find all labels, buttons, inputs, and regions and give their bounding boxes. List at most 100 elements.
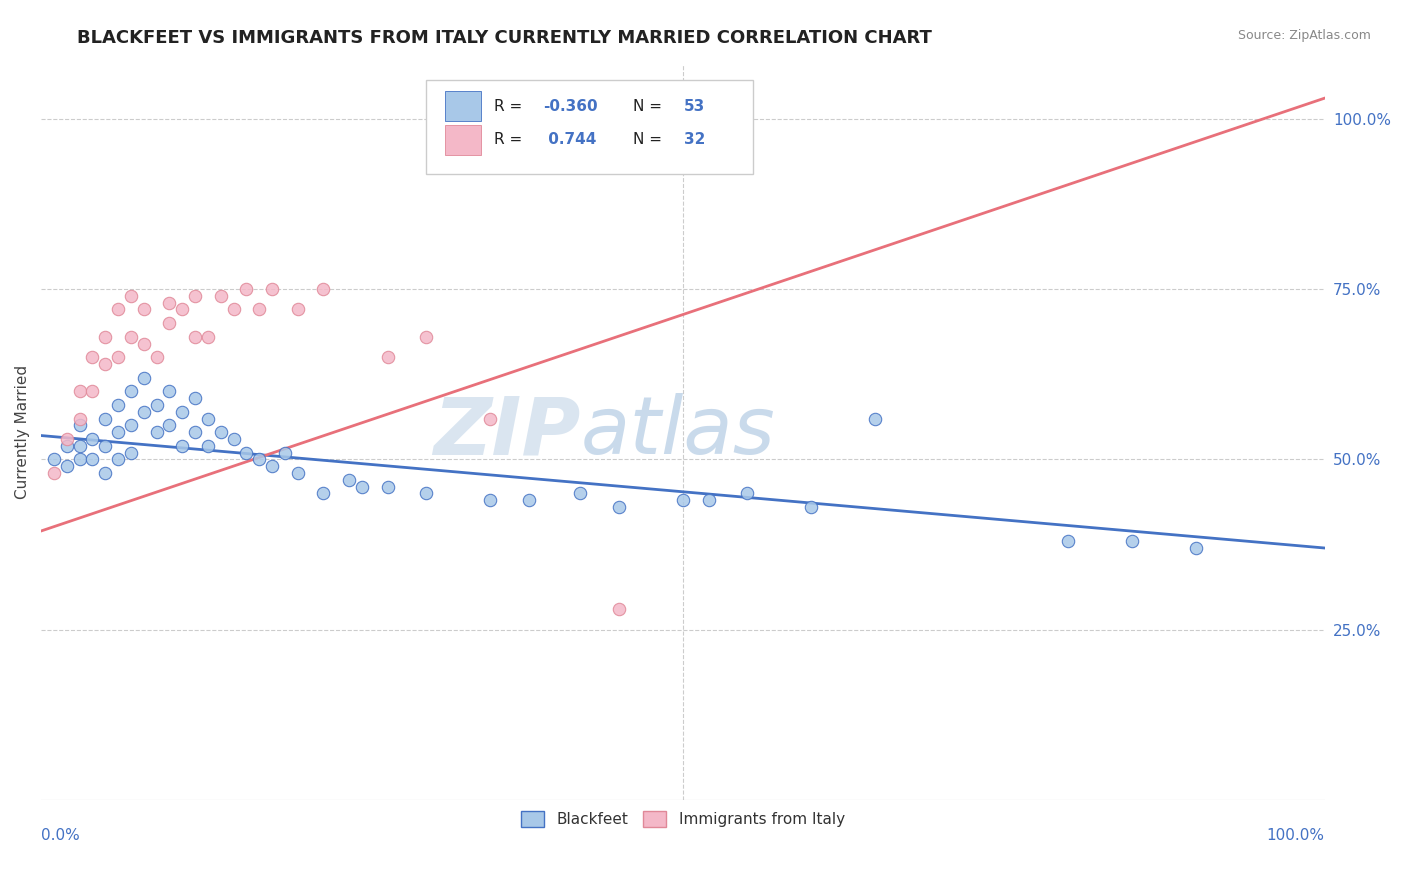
Point — [517, 493, 540, 508]
Point — [132, 370, 155, 384]
Point — [197, 439, 219, 453]
Point — [377, 350, 399, 364]
Point — [1121, 534, 1143, 549]
Point — [184, 391, 207, 405]
Point — [159, 384, 181, 399]
Point — [337, 473, 360, 487]
Point — [145, 425, 167, 439]
Point — [209, 425, 232, 439]
Point — [107, 350, 129, 364]
Legend: Blackfeet, Immigrants from Italy: Blackfeet, Immigrants from Italy — [515, 805, 851, 833]
Text: 32: 32 — [685, 132, 706, 147]
Point — [247, 452, 270, 467]
Text: R =: R = — [494, 98, 527, 113]
Point — [735, 486, 758, 500]
Point — [55, 432, 77, 446]
Point — [120, 418, 142, 433]
Point — [82, 384, 104, 399]
Point — [184, 329, 207, 343]
Point — [569, 486, 592, 500]
Point — [697, 493, 720, 508]
Point — [94, 357, 117, 371]
Point — [287, 466, 309, 480]
Text: R =: R = — [494, 132, 527, 147]
Point — [607, 602, 630, 616]
Point — [350, 480, 373, 494]
Point — [415, 486, 437, 500]
Point — [312, 282, 335, 296]
Point — [247, 302, 270, 317]
Point — [69, 418, 91, 433]
Point — [209, 289, 232, 303]
Point — [222, 302, 245, 317]
Point — [132, 302, 155, 317]
Point — [159, 316, 181, 330]
Point — [69, 452, 91, 467]
Point — [107, 398, 129, 412]
Point — [94, 466, 117, 480]
Text: 53: 53 — [685, 98, 706, 113]
Point — [312, 486, 335, 500]
Point — [172, 302, 194, 317]
Point — [222, 432, 245, 446]
Point — [132, 336, 155, 351]
Point — [197, 329, 219, 343]
FancyBboxPatch shape — [426, 80, 754, 175]
Text: atlas: atlas — [581, 393, 775, 471]
Point — [607, 500, 630, 515]
Point — [262, 282, 284, 296]
Text: N =: N = — [633, 132, 666, 147]
Point — [672, 493, 695, 508]
Point — [120, 329, 142, 343]
Point — [865, 411, 887, 425]
Text: ZIP: ZIP — [433, 393, 581, 471]
Point — [235, 445, 257, 459]
Point — [94, 411, 117, 425]
Point — [55, 439, 77, 453]
Point — [262, 459, 284, 474]
Point — [197, 411, 219, 425]
Point — [235, 282, 257, 296]
Point — [1185, 541, 1208, 555]
Point — [120, 289, 142, 303]
Point — [69, 411, 91, 425]
Point — [82, 432, 104, 446]
Point — [145, 350, 167, 364]
Text: -0.360: -0.360 — [543, 98, 598, 113]
Point — [159, 295, 181, 310]
Point — [107, 302, 129, 317]
Point — [82, 350, 104, 364]
Point — [800, 500, 823, 515]
Point — [145, 398, 167, 412]
Text: BLACKFEET VS IMMIGRANTS FROM ITALY CURRENTLY MARRIED CORRELATION CHART: BLACKFEET VS IMMIGRANTS FROM ITALY CURRE… — [77, 29, 932, 46]
Point — [94, 439, 117, 453]
Point — [107, 425, 129, 439]
Point — [1057, 534, 1080, 549]
Point — [42, 466, 65, 480]
Point — [55, 459, 77, 474]
Point — [479, 411, 502, 425]
Point — [159, 418, 181, 433]
Point — [42, 452, 65, 467]
Text: 0.0%: 0.0% — [41, 828, 80, 843]
Point — [415, 329, 437, 343]
Point — [69, 384, 91, 399]
Point — [274, 445, 297, 459]
Point — [184, 289, 207, 303]
Point — [287, 302, 309, 317]
Text: 0.744: 0.744 — [543, 132, 596, 147]
Point — [172, 405, 194, 419]
Point — [172, 439, 194, 453]
Point — [120, 445, 142, 459]
Text: Source: ZipAtlas.com: Source: ZipAtlas.com — [1237, 29, 1371, 42]
FancyBboxPatch shape — [446, 91, 481, 120]
Y-axis label: Currently Married: Currently Married — [15, 365, 30, 500]
Point — [94, 329, 117, 343]
Text: N =: N = — [633, 98, 666, 113]
Point — [377, 480, 399, 494]
Point — [107, 452, 129, 467]
Point — [184, 425, 207, 439]
FancyBboxPatch shape — [446, 125, 481, 154]
Text: 100.0%: 100.0% — [1267, 828, 1324, 843]
Point — [120, 384, 142, 399]
